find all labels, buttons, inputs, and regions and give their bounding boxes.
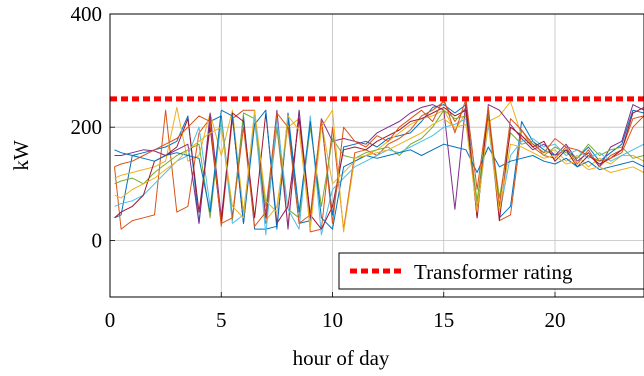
x-tick-label-4: 20 (545, 308, 566, 332)
y-tick-label-2: 400 (71, 2, 103, 26)
x-tick-label-2: 10 (322, 308, 343, 332)
series-lines (114, 98, 644, 236)
plot-frame (109, 13, 644, 298)
series-line-7 (114, 106, 644, 230)
series-line-10 (114, 109, 644, 233)
x-axis-label: hour of day (293, 346, 390, 370)
legend-label-transformer-rating: Transformer rating (414, 260, 573, 284)
series-line-9 (114, 98, 644, 227)
series-line-5 (114, 109, 644, 222)
series-line-6 (114, 115, 644, 236)
legend: Transformer rating (338, 252, 644, 290)
series-line-8 (114, 109, 644, 230)
x-tick-label-0: 0 (105, 308, 116, 332)
y-tick-label-0: 0 (92, 228, 103, 252)
y-axis-label: kW (9, 140, 33, 171)
x-tick-label-3: 15 (433, 308, 454, 332)
x-tick-label-1: 5 (216, 308, 227, 332)
y-tick-label-1: 200 (71, 115, 103, 139)
